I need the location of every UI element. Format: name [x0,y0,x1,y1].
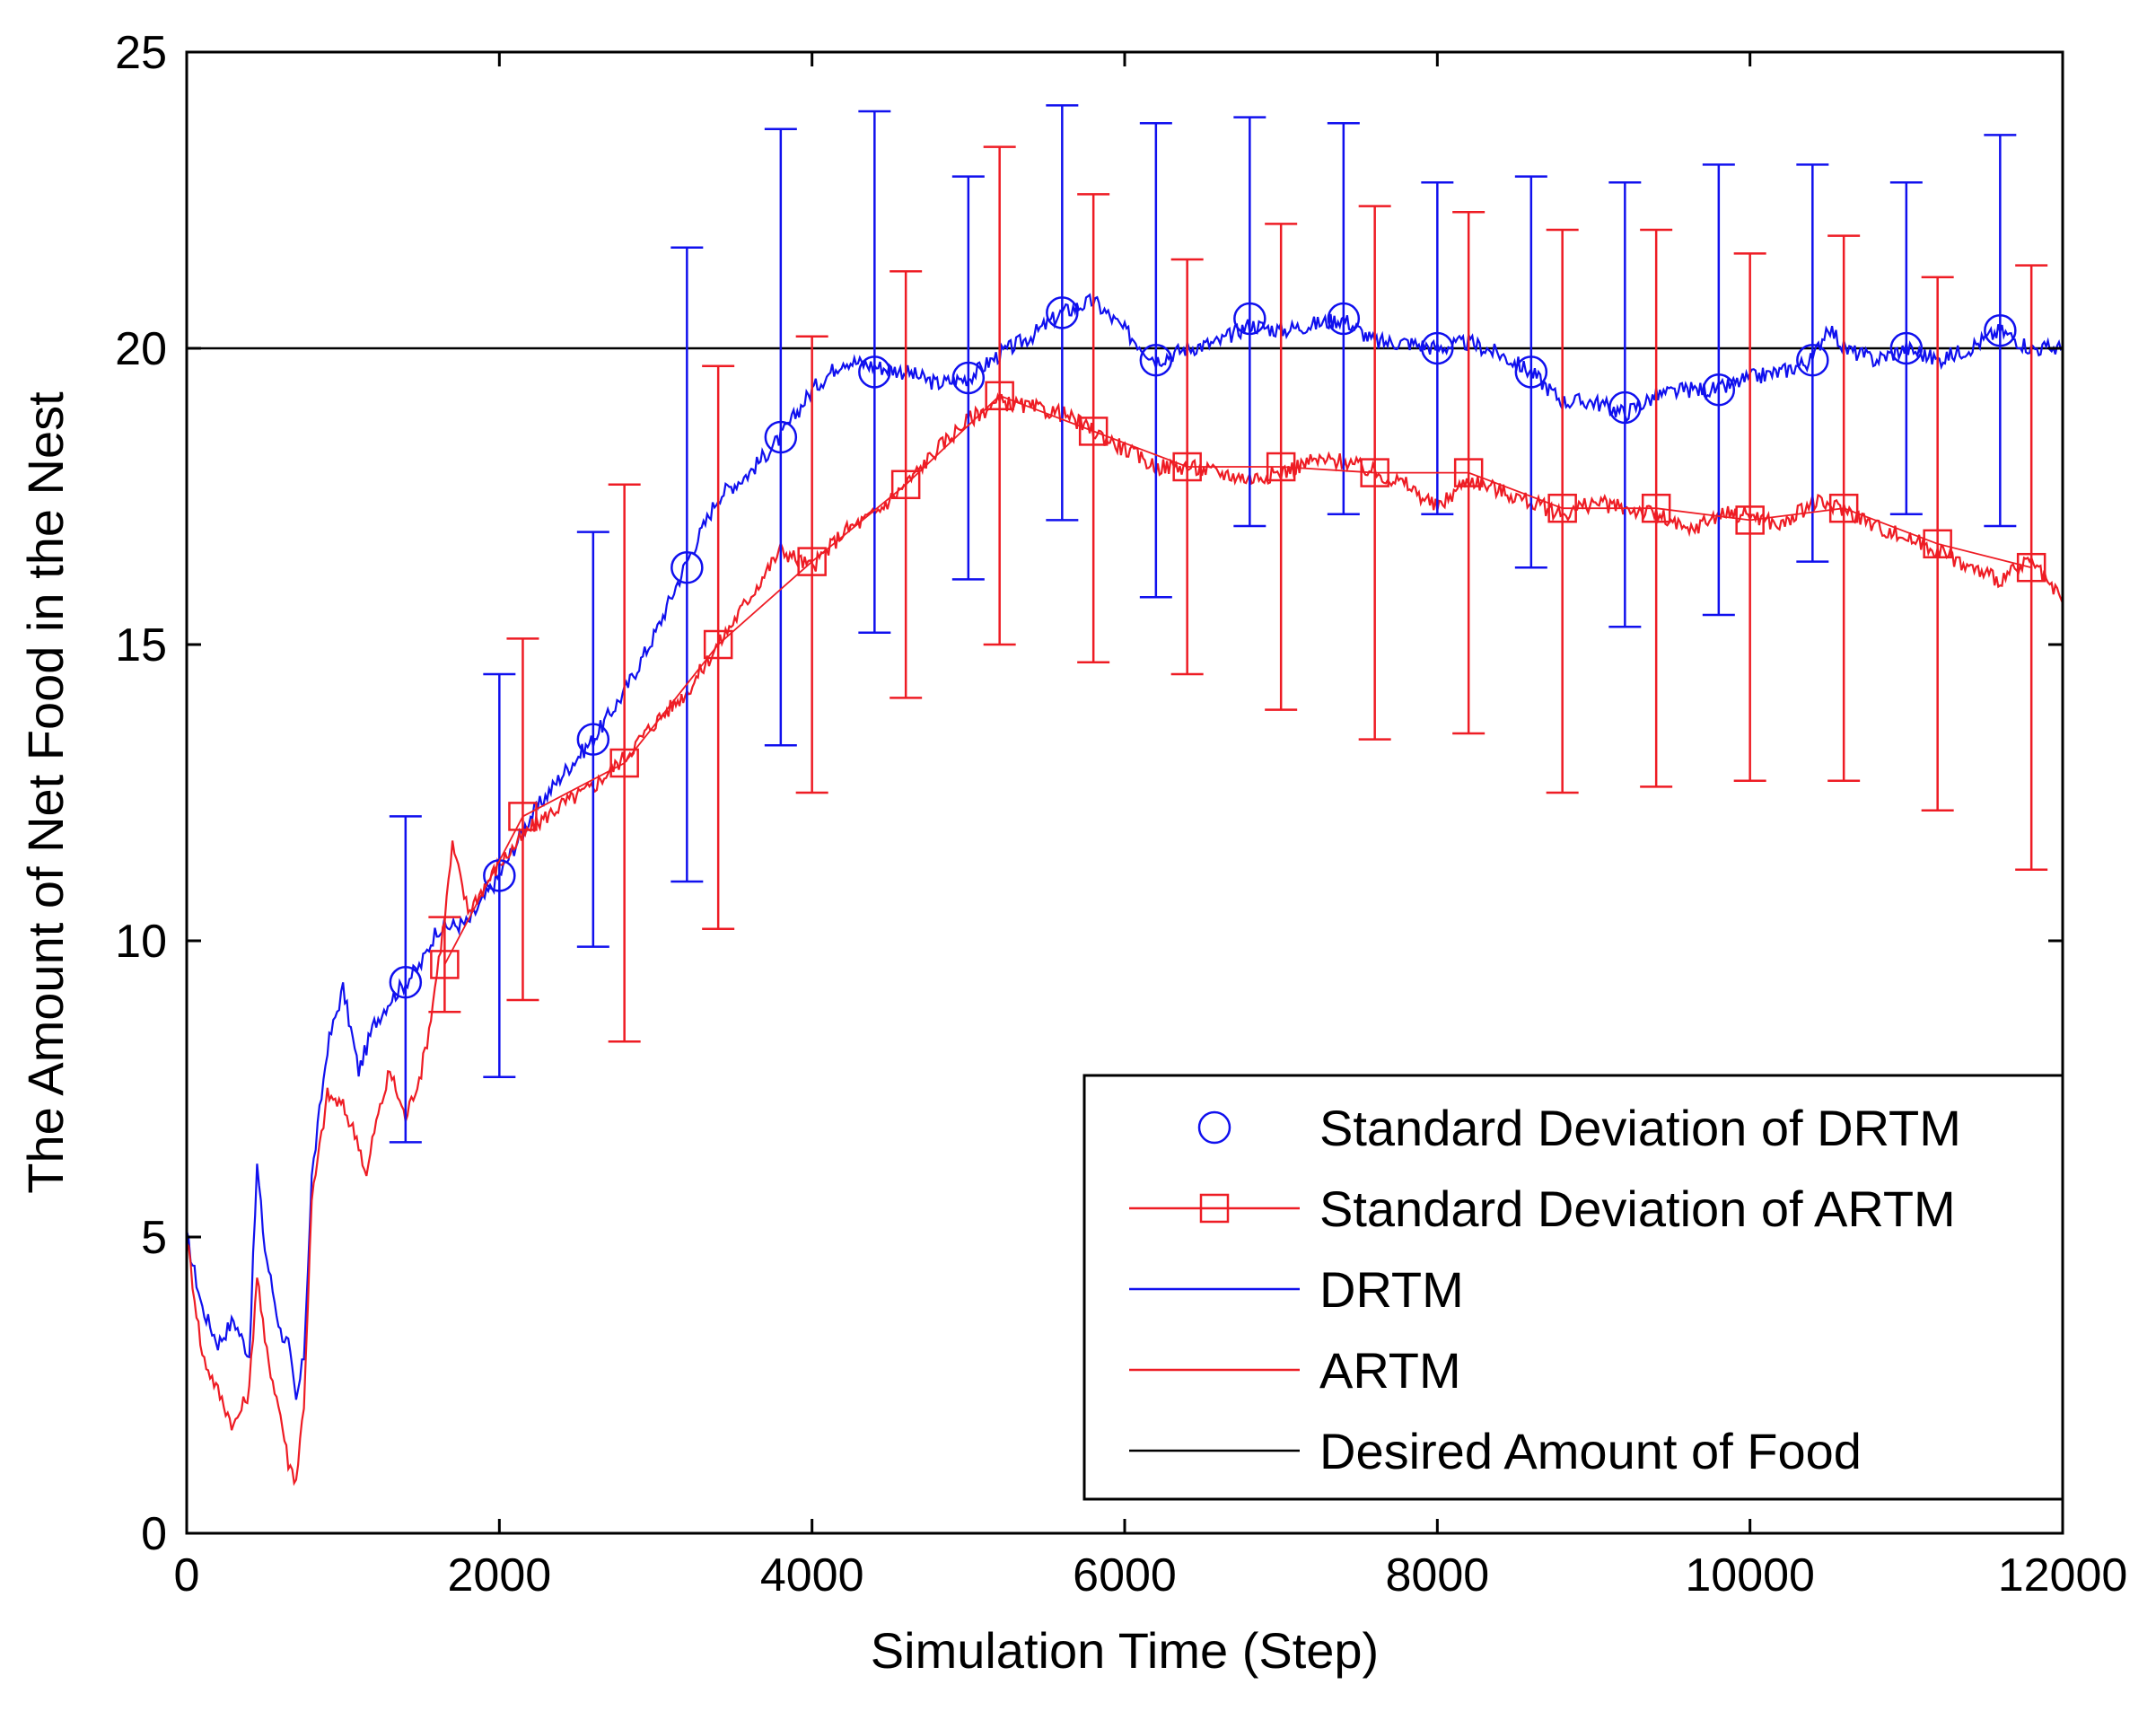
std-artm-mean-line [443,394,2032,965]
std-artm-marker [703,629,733,660]
y-axis-label: The Amount of Net Food in the Nest [17,391,74,1194]
std-drtm-marker [670,550,704,584]
x-tick-label: 2000 [447,1549,551,1601]
std-artm-marker [1735,505,1765,535]
legend-label: Standard Deviation of DRTM [1319,1100,1961,1156]
x-tick-label: 0 [174,1549,200,1601]
std-artm-marker [1923,529,1952,559]
legend-label: DRTM [1319,1261,1464,1318]
std-artm-marker [1828,493,1859,523]
std-artm-marker [508,802,538,831]
series-line-artm [186,392,2064,1487]
x-tick-label: 6000 [1073,1549,1177,1601]
y-tick-label: 25 [115,27,167,79]
std-drtm-marker [1889,331,1924,365]
legend-swatch-circle [1197,1110,1231,1145]
y-tick-label: 5 [141,1212,167,1264]
std-artm-marker [890,469,921,500]
std-artm-marker [609,748,639,778]
std-drtm-marker [389,965,423,999]
std-drtm-marker [1233,302,1266,336]
axis-ticks: 0 2000 4000 6000 8000 10000 12000 0 5 10 15 20 25 [115,27,2127,1601]
std-artm-marker [430,950,460,979]
std-drtm-marker [1046,296,1079,329]
std-drtm-marker [764,420,798,454]
x-tick-label: 12000 [1998,1549,2128,1601]
std-artm-marker [797,547,827,576]
legend: Standard Deviation of DRTM Standard Devia… [1082,1074,2064,1501]
std-drtm-marker [858,355,891,389]
legend-frame [1082,1074,2064,1501]
x-tick-label: 10000 [1685,1549,1815,1601]
std-drtm-marker [1608,390,1642,425]
std-drtm-marker [1421,331,1454,365]
x-axis-label: Simulation Time (Step) [871,1622,1379,1679]
legend-label: ARTM [1319,1342,1461,1399]
std-artm-marker [1078,417,1109,446]
plot-area [185,104,2064,1487]
std-drtm-marker [576,723,610,756]
std-artm-marker [2016,552,2046,583]
std-drtm-marker [1139,343,1173,377]
y-tick-label: 15 [115,619,167,671]
std-artm-marker [985,381,1014,411]
x-tick-label: 4000 [760,1549,864,1601]
std-drtm-marker [951,361,986,395]
legend-label: Desired Amount of Food [1319,1423,1862,1479]
std-drtm-marker [1796,343,1829,377]
std-drtm-marker [1984,313,2017,347]
y-tick-label: 0 [141,1508,167,1560]
legend-swatch-square [1199,1193,1230,1224]
y-tick-label: 20 [115,323,167,375]
std-drtm-marker [1514,355,1548,389]
y-tick-label: 10 [115,916,167,968]
std-drtm-marker [1327,302,1361,336]
x-tick-label: 8000 [1385,1549,1489,1601]
std-drtm-marker [1702,373,1736,407]
legend-label: Standard Deviation of ARTM [1319,1180,1956,1237]
